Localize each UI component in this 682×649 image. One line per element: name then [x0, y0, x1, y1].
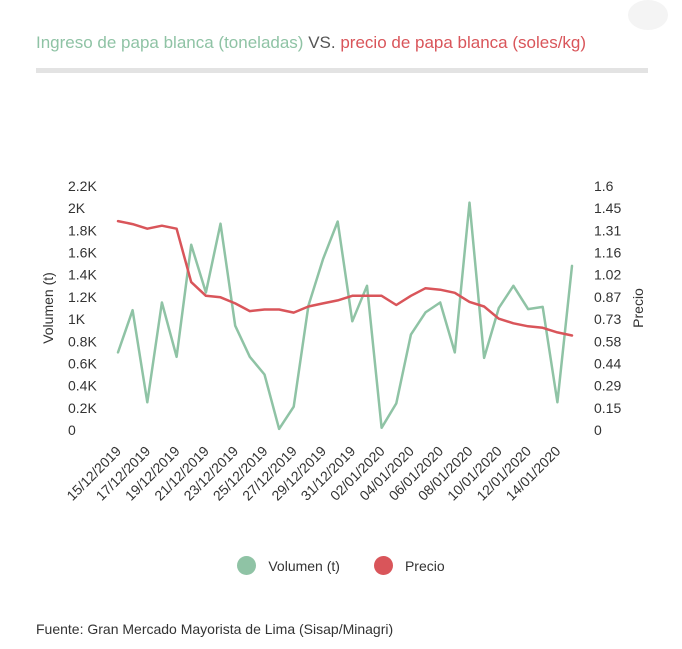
right-tick-label: 0.87: [594, 289, 621, 305]
left-tick-label: 0: [68, 422, 76, 438]
left-tick-label: 2K: [68, 200, 86, 216]
title-divider: [36, 68, 648, 73]
left-tick-label: 0.2K: [68, 400, 97, 416]
right-tick-label: 0.29: [594, 378, 621, 394]
right-tick-label: 0.15: [594, 400, 621, 416]
right-tick-label: 1.16: [594, 245, 621, 261]
series-line-price: [116, 219, 574, 337]
left-tick-label: 1.6K: [68, 245, 97, 261]
legend-marker-volume: [237, 556, 257, 575]
right-tick-label: 1.6: [594, 178, 614, 194]
title-vs: VS.: [308, 33, 336, 52]
legend-label-volume: Volumen (t): [268, 557, 340, 574]
right-tick-label: 1.02: [594, 267, 621, 283]
left-tick-label: 0.8K: [68, 333, 97, 349]
chart-title: Ingreso de papa blanca (toneladas) VS. p…: [36, 33, 586, 53]
legend-marker-price: [373, 556, 393, 575]
legend-item-volume[interactable]: Volumen (t): [237, 556, 340, 575]
right-tick-label: 0.44: [594, 355, 621, 371]
left-tick-label: 0.6K: [68, 355, 97, 371]
right-tick-label: 0.58: [594, 333, 621, 349]
legend-label-price: Precio: [404, 557, 445, 574]
left-tick-label: 1.2K: [68, 289, 97, 305]
chart-legend: Volumen (t) Precio: [0, 556, 682, 575]
line-chart: 0 0.2K 0.4K 0.6K 0.8K 1K 1.2K 1.4K 1.6K 1.8K 2K 2.2…: [40, 178, 646, 504]
source-note: Fuente: Gran Mercado Mayorista de Lima (…: [36, 621, 394, 637]
left-tick-label: 1.8K: [68, 222, 97, 238]
series-line-volume: [116, 201, 574, 431]
left-tick-label: 2.2K: [68, 178, 97, 194]
right-tick-label: 1.45: [594, 200, 621, 216]
right-tick-label: 1.31: [594, 222, 621, 238]
legend-item-price[interactable]: Precio: [373, 556, 445, 575]
right-tick-label: 0: [594, 422, 602, 438]
title-volume-part: Ingreso de papa blanca (toneladas): [36, 33, 304, 52]
left-tick-label: 0.4K: [68, 378, 97, 394]
left-tick-label: 1.4K: [68, 267, 97, 283]
left-axis-title: Volumen (t): [40, 272, 56, 344]
right-axis-title: Precio: [630, 288, 646, 328]
right-tick-label: 0.73: [594, 311, 621, 327]
title-price-part: precio de papa blanca (soles/kg): [340, 33, 587, 52]
left-tick-label: 1K: [68, 311, 86, 327]
corner-decoration: [628, 0, 668, 30]
